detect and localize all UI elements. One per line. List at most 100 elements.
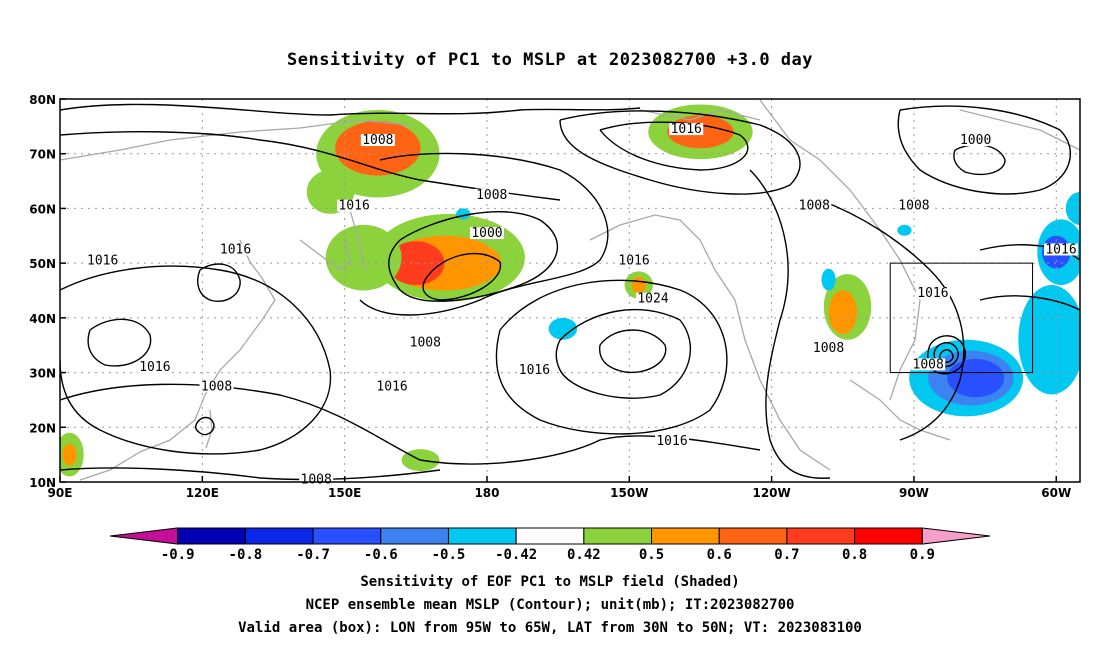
y-tick-label: 50N [29,257,56,271]
contour-label-bg [655,434,689,447]
contour-label-bg [474,188,509,201]
contour-label: 1016 [671,122,702,137]
contour-labels: 1008 1016 1000 1008 1016 1008 1008 1000 1016 1016… [85,122,1079,487]
colorbar-label: 0.42 [567,547,601,563]
contour-label-bg [85,254,120,267]
contour-label-bg [896,199,931,212]
caption-shading: Sensitivity of EOF PC1 to MSLP field (Sh… [360,574,740,590]
contour-label: 1008 [476,188,507,203]
contour-label-bg [360,134,395,147]
x-tick-label: 90E [48,486,73,500]
contour-label: 1008 [898,199,929,214]
x-tick-label: 150E [328,486,361,500]
shading-blob [62,443,77,466]
valid-area-box [889,262,1034,374]
contour-label-bg [636,292,671,305]
colorbar-label: -0.5 [432,547,466,563]
shading-blob [897,224,912,236]
shading-blob [821,268,836,291]
caption-contour: NCEP ensemble mean MSLP (Contour); unit(… [305,597,795,613]
contour-label: 1008 [799,199,830,214]
contour-label: 1016 [656,434,687,449]
contour-label: 1008 [362,133,393,148]
x-tick-label: 150W [610,486,648,500]
contour-label: 1016 [917,286,948,301]
colorbar-segment [244,527,314,545]
x-tick-label: 120W [752,486,790,500]
contour-label-bg [199,380,234,393]
contour-label: 1024 [637,292,668,307]
caption-valid-area: Valid area (box): LON from 95W to 65W, L… [238,620,862,636]
colorbar-label: -0.42 [495,547,537,563]
contour-label-bg [958,134,993,147]
y-tick-label: 40N [29,312,56,326]
axis-tick-labels: 90E 120E 150E 180 150W 120W 90W 60W 10N 20N 30N 40N… [29,93,1071,500]
shading-blob [548,317,578,340]
contour-label-bg [811,341,846,354]
colorbar-label: -0.7 [296,547,330,563]
contour-label: 1016 [220,242,251,257]
colorbar-label: -0.9 [161,547,195,563]
colorbar-segment [109,527,179,545]
colorbar-label: 0.9 [910,547,935,563]
y-tick-label: 10N [29,476,56,490]
contour-label: 1000 [471,226,502,241]
contour-label-bg [915,287,950,300]
x-tick-label: 120E [186,486,219,500]
mslp-contours [60,103,1080,481]
colorbar: -0.9 -0.8 -0.7 -0.6 -0.5 -0.42 0.42 0.5 0.6 0.7 0.… [109,527,991,563]
colorbar-segment [447,527,517,545]
colorbar-segment [380,527,449,545]
colorbar-label: 0.8 [842,547,867,563]
x-tick-label: 60W [1041,486,1071,500]
contour-label-bg [469,227,504,240]
coastlines [60,99,1080,481]
contour-label: 1008 [201,379,232,394]
shading-blob [1018,285,1080,395]
colorbar-label: 0.5 [639,547,664,563]
colorbar-label: 0.7 [774,547,799,563]
contour-label-bg [797,199,832,212]
contour-label: 1016 [139,360,170,375]
y-tick-label: 30N [29,367,56,381]
contour-label: 1016 [519,363,550,378]
shading-blob [828,290,858,335]
contour-label: 1008 [913,357,944,372]
colorbar-segment [583,527,653,545]
contour-label: 1008 [813,341,844,356]
y-tick-label: 60N [29,202,56,216]
contour-label-bg [337,199,372,212]
x-tick-label: 90W [899,486,929,500]
y-tick-label: 80N [29,93,56,107]
map-frame [59,98,1081,483]
contour-label: 1000 [960,133,991,148]
map-title: Sensitivity of PC1 to MSLP at 2023082700… [286,50,813,70]
contour-label: 1008 [410,335,441,350]
contour-label: 1016 [338,199,369,214]
colorbar-label: -0.6 [364,547,398,563]
contour-label-bg [517,363,552,376]
y-tick-label: 20N [29,421,56,435]
shading-blob [947,358,1005,398]
shading-blob [1065,192,1080,225]
lat-lon-grid [60,99,1080,482]
colorbar-label: -0.8 [229,547,263,563]
colorbar-label: 0.6 [707,547,732,563]
colorbar-segment [651,527,720,545]
contour-label-bg [669,123,704,136]
colorbar-segment [177,527,246,545]
contour-label-bg [617,254,652,267]
colorbar-segment [786,527,856,545]
y-tick-label: 70N [29,148,56,162]
shading-blob [335,120,421,176]
colorbar-segment [854,527,923,545]
contour-label: 1016 [1045,242,1076,257]
contour-label-bg [408,336,443,349]
contour-label: 1016 [87,253,118,268]
colorbar-segment [312,527,382,545]
contour-label: 1008 [301,472,332,487]
contour-label: 1016 [376,379,407,394]
x-tick-label: 180 [474,486,499,500]
contour-label-bg [375,380,410,393]
